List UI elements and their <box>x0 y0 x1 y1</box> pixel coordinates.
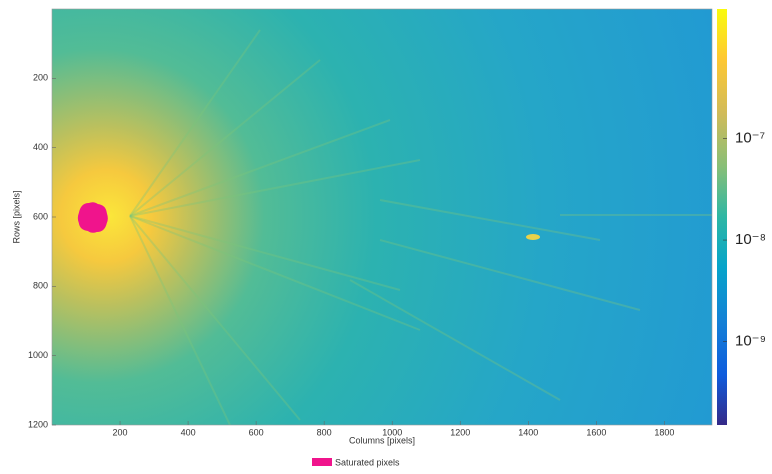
image <box>52 9 712 425</box>
x-tick-label: 1200 <box>450 427 470 437</box>
x-axis-label: Columns [pixels] <box>349 435 415 445</box>
x-tick-label: 200 <box>113 427 128 437</box>
x-tick-label: 1400 <box>518 427 538 437</box>
x-tick-label: 1600 <box>586 427 606 437</box>
y-tick-label: 400 <box>33 142 48 152</box>
x-tick-label: 600 <box>249 427 264 437</box>
saturated-region <box>77 202 108 233</box>
y-tick-label: 600 <box>33 211 48 221</box>
y-tick-label: 1000 <box>28 350 48 360</box>
colorbar-tick-label: 10⁻⁷ <box>735 130 765 147</box>
x-tick-label: 1000 <box>382 427 402 437</box>
x-tick-label: 1800 <box>654 427 674 437</box>
y-axis-label: Rows [pixels] <box>11 190 21 243</box>
y-tick-label: 200 <box>33 73 48 83</box>
x-tick-label: 400 <box>181 427 196 437</box>
colorbar-tick-label: 10⁻⁸ <box>735 231 766 248</box>
y-tick-label: 1200 <box>28 419 48 429</box>
y-tick-label: 800 <box>33 281 48 291</box>
legend-label: Saturated pixels <box>335 457 400 467</box>
x-tick-label: 800 <box>317 427 332 437</box>
colorbar <box>717 9 727 425</box>
streaks <box>129 29 712 425</box>
colorbar-tick-label: 10⁻⁹ <box>735 332 766 349</box>
legend-swatch <box>312 458 332 466</box>
bright-spot <box>526 234 540 240</box>
